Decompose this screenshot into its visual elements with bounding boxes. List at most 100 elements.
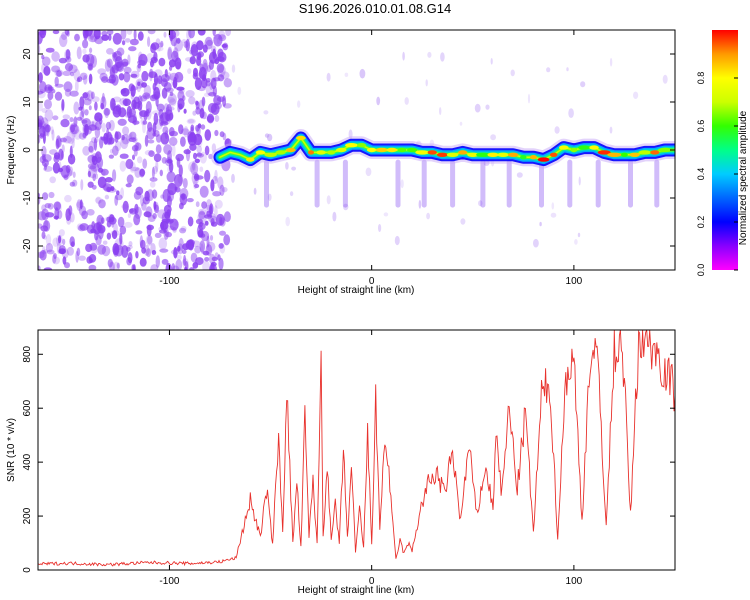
signal-peak: [366, 147, 377, 153]
noise-blob: [101, 122, 106, 133]
streak: [421, 159, 427, 208]
faint-feature: [418, 199, 422, 209]
noise-blob: [182, 38, 187, 44]
noise-blob: [188, 161, 197, 173]
noise-blob: [128, 108, 136, 117]
noise-blob: [70, 124, 75, 133]
noise-blob: [213, 77, 221, 82]
noise-blob: [123, 66, 132, 74]
noise-blob: [183, 41, 189, 48]
noise-blob: [116, 262, 120, 269]
noise-blob: [59, 34, 68, 48]
noise-blob: [47, 203, 54, 210]
noise-blob: [105, 216, 109, 222]
noise-blob: [122, 89, 127, 94]
noise-blob: [108, 134, 114, 141]
noise-blob: [212, 30, 216, 36]
noise-blob: [210, 179, 215, 192]
y-tick-label: 600: [22, 399, 33, 416]
noise-blob: [87, 170, 91, 178]
noise-blob: [39, 155, 47, 164]
noise-blob: [52, 30, 60, 35]
noise-blob: [165, 263, 172, 270]
noise-blob: [94, 101, 98, 111]
noise-blob: [150, 43, 157, 54]
noise-blob: [177, 245, 181, 252]
streak: [395, 159, 401, 208]
noise-blob: [200, 243, 204, 255]
colorbar: 0.0 0.2 0.4 0.6 0.8 Normalized spectral ampl…: [696, 30, 749, 276]
noise-blob: [214, 199, 223, 209]
noise-blob: [221, 187, 228, 193]
noise-blob: [44, 109, 54, 122]
faint-feature: [609, 57, 613, 67]
noise-blob: [222, 95, 227, 107]
noise-blob: [189, 49, 194, 55]
faint-feature: [289, 191, 294, 197]
noise-blob: [187, 119, 195, 124]
x-tick-label: 100: [566, 276, 583, 287]
faint-feature: [426, 212, 430, 220]
noise-blob: [59, 137, 68, 143]
streak: [342, 159, 348, 208]
noise-blob: [88, 140, 95, 154]
noise-blob: [91, 156, 96, 163]
noise-blob: [107, 30, 114, 35]
x-tick-label: 0: [369, 276, 375, 287]
noise-blob: [166, 171, 176, 183]
noise-blob: [99, 117, 103, 125]
faint-feature: [285, 216, 291, 227]
noise-blob: [115, 194, 123, 201]
noise-blob: [106, 58, 113, 68]
noise-blob: [82, 48, 87, 55]
colorbar-tick-label: 0.8: [696, 72, 706, 85]
noise-blob: [146, 224, 152, 237]
signal-peak: [487, 152, 499, 157]
noise-blob: [119, 232, 123, 245]
noise-blob: [88, 264, 97, 270]
noise-blob: [189, 267, 195, 270]
signal-peak: [375, 147, 389, 153]
noise-blob: [121, 134, 130, 145]
noise-region: [38, 30, 232, 270]
noise-blob: [64, 49, 71, 62]
faint-feature: [427, 51, 432, 58]
noise-blob: [206, 39, 213, 47]
noise-blob: [126, 174, 134, 185]
streak: [628, 159, 633, 208]
noise-blob: [62, 174, 70, 180]
noise-blob: [76, 247, 81, 257]
faint-feature: [344, 72, 349, 78]
noise-blob: [180, 136, 186, 147]
noise-blob: [173, 247, 178, 259]
faint-feature: [633, 91, 639, 100]
noise-blob: [205, 80, 211, 87]
noise-blob: [121, 134, 125, 141]
noise-blob: [61, 31, 68, 41]
noise-blob: [152, 165, 158, 175]
noise-blob: [81, 119, 88, 124]
noise-blob: [145, 101, 152, 114]
faint-feature: [394, 235, 400, 246]
noise-blob: [79, 199, 83, 210]
noise-blob: [60, 118, 70, 128]
noise-blob: [189, 45, 198, 57]
noise-blob: [144, 134, 149, 147]
noise-blob: [155, 38, 161, 46]
noise-blob: [193, 67, 198, 77]
noise-blob: [53, 201, 61, 211]
noise-blob: [96, 156, 104, 169]
signal-peak: [650, 150, 660, 155]
colorbar-tick-label: 0.2: [696, 216, 706, 229]
noise-blob: [196, 50, 202, 61]
faint-feature: [662, 74, 668, 84]
noise-blob: [125, 183, 132, 188]
noise-blob: [63, 81, 73, 93]
noise-blob: [223, 234, 231, 246]
faint-feature: [510, 69, 515, 77]
signal-peak: [255, 150, 266, 155]
noise-blob: [69, 117, 74, 123]
noise-blob: [209, 253, 216, 265]
noise-blob: [73, 116, 78, 128]
noise-blob: [41, 145, 47, 157]
